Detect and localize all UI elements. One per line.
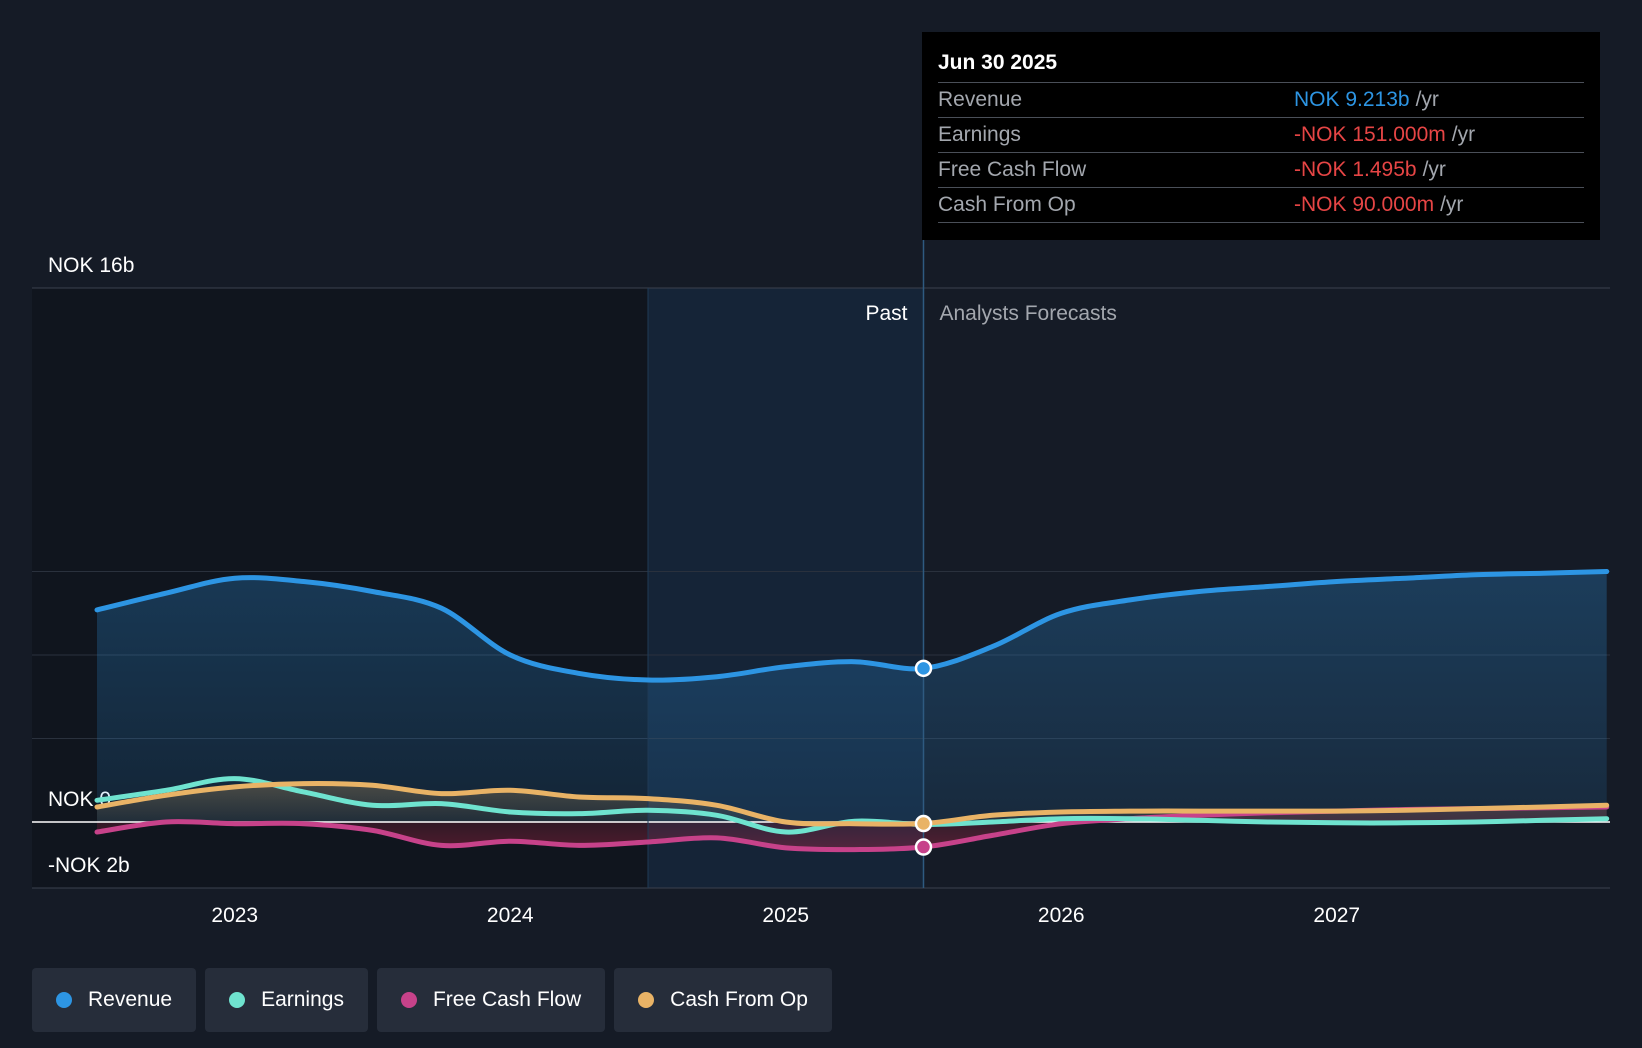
- tooltip-row-free-cash-flow: Free Cash Flow -NOK 1.495b /yr: [938, 153, 1584, 188]
- x-axis-tick-label: 2023: [211, 904, 258, 927]
- tooltip-panel: Jun 30 2025 Revenue NOK 9.213b /yr Earni…: [922, 32, 1600, 240]
- tooltip-unit: /yr: [1422, 158, 1446, 181]
- y-axis-label: -NOK 2b: [48, 854, 130, 877]
- tooltip-label: Revenue: [938, 88, 1023, 111]
- earnings-dot-icon: [229, 992, 246, 1008]
- x-axis-tick-label: 2025: [762, 904, 809, 927]
- revenue-dot-icon: [56, 992, 72, 1008]
- tooltip-date: Jun 30 2025: [938, 46, 1584, 83]
- tooltip-row-cash-from-op: Cash From Op -NOK 90.000m /yr: [938, 188, 1584, 223]
- tooltip-row-earnings: Earnings -NOK 151.000m /yr: [938, 118, 1584, 153]
- tooltip-label: Cash From Op: [938, 193, 1076, 216]
- tooltip-value: NOK 9.213b: [1294, 88, 1410, 111]
- tooltip-row-revenue: Revenue NOK 9.213b /yr: [938, 83, 1584, 118]
- free-cash-flow-area: [97, 807, 1607, 850]
- y-axis-label: NOK 16b: [48, 254, 134, 277]
- x-axis-tick-label: 2026: [1038, 904, 1085, 927]
- x-axis-tick-label: 2027: [1313, 904, 1360, 927]
- legend-item-free-cash-flow[interactable]: Free Cash Flow: [376, 968, 606, 1032]
- legend-item-revenue[interactable]: Revenue: [32, 968, 197, 1032]
- free-cash-flow-dot-icon: [400, 992, 417, 1008]
- x-axis-tick-label: 2024: [487, 904, 534, 927]
- tooltip-value: -NOK 1.495b: [1294, 158, 1417, 181]
- tooltip-unit: /yr: [1451, 123, 1476, 146]
- legend: Revenue Earnings Free Cash Flow Cash Fro…: [32, 968, 832, 1032]
- tooltip-value: -NOK 90.000m: [1294, 193, 1435, 216]
- legend-label: Revenue: [88, 988, 173, 1011]
- revenue-line: [94, 569, 1610, 683]
- past-label: Past: [865, 302, 907, 325]
- forecast-label: Analysts Forecasts: [940, 302, 1117, 325]
- tooltip-label: Earnings: [938, 123, 1021, 146]
- tooltip-unit: /yr: [1415, 88, 1439, 111]
- cash-from-op-dot-icon: [638, 992, 655, 1008]
- tooltip-label: Free Cash Flow: [938, 158, 1087, 181]
- legend-label: Earnings: [261, 988, 344, 1011]
- tooltip-unit: /yr: [1440, 193, 1464, 216]
- revenue-area: [97, 571, 1607, 822]
- legend-label: Cash From Op: [670, 988, 808, 1011]
- tooltip-value: -NOK 151.000m: [1294, 123, 1446, 146]
- legend-item-cash-from-op[interactable]: Cash From Op: [614, 968, 832, 1032]
- cash-from-op-line: [94, 780, 1610, 827]
- legend-label: Free Cash Flow: [432, 988, 582, 1011]
- cash-from-op-marker: [914, 814, 933, 833]
- legend-item-earnings[interactable]: Earnings: [205, 968, 368, 1032]
- revenue-marker: [914, 659, 933, 678]
- free-cash-flow-marker: [914, 838, 933, 856]
